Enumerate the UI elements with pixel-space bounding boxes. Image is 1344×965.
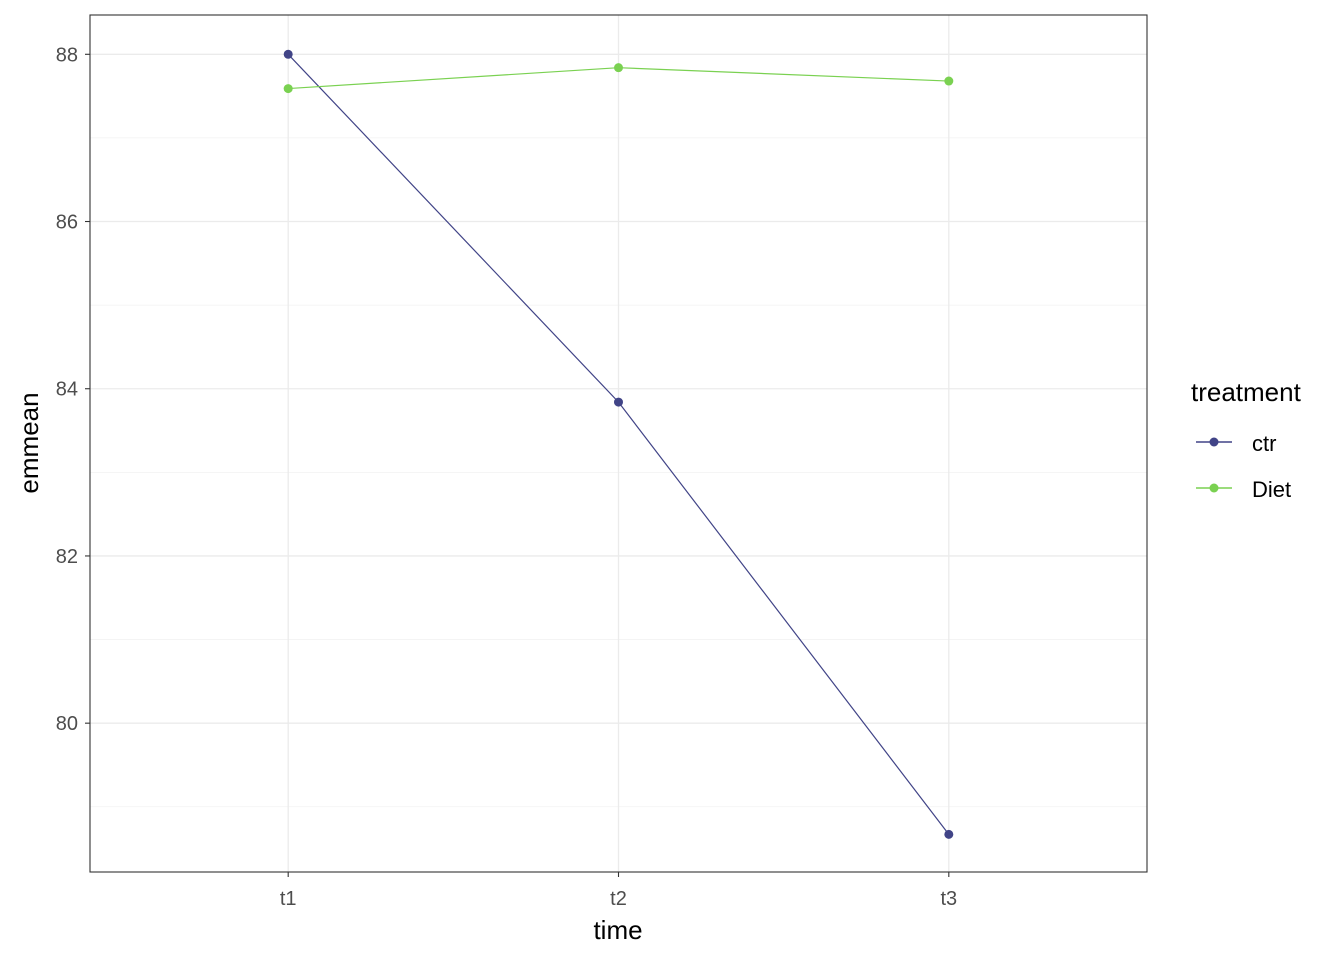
x-tick-label: t1: [280, 888, 297, 910]
legend-label: Diet: [1252, 477, 1291, 502]
x-axis: t1 t2 t3: [280, 872, 957, 910]
x-axis-label: time: [593, 915, 642, 945]
y-tick-label: 86: [56, 212, 78, 234]
legend-label: ctr: [1252, 431, 1276, 456]
legend-key-point: [1209, 483, 1219, 493]
series-layer: [283, 49, 954, 839]
y-axis: 80 82 84 86 88: [56, 44, 90, 735]
data-point-ctr: [614, 397, 623, 407]
legend-key-point: [1209, 437, 1219, 447]
data-point-ctr: [944, 829, 954, 839]
data-point-Diet: [283, 84, 293, 94]
y-tick-label: 82: [56, 546, 78, 568]
legend-title: treatment: [1191, 377, 1302, 407]
y-tick-label: 80: [56, 713, 78, 735]
data-point-Diet: [944, 76, 954, 86]
data-point-ctr: [283, 49, 293, 59]
y-tick-label: 88: [56, 44, 78, 66]
y-axis-label: emmean: [14, 392, 44, 493]
grid: [90, 15, 1147, 872]
y-tick-label: 84: [56, 379, 78, 401]
x-tick-label: t3: [940, 888, 957, 910]
x-tick-label: t2: [610, 888, 627, 910]
legend: treatment ctr Diet: [1191, 377, 1302, 502]
data-point-Diet: [614, 63, 623, 73]
